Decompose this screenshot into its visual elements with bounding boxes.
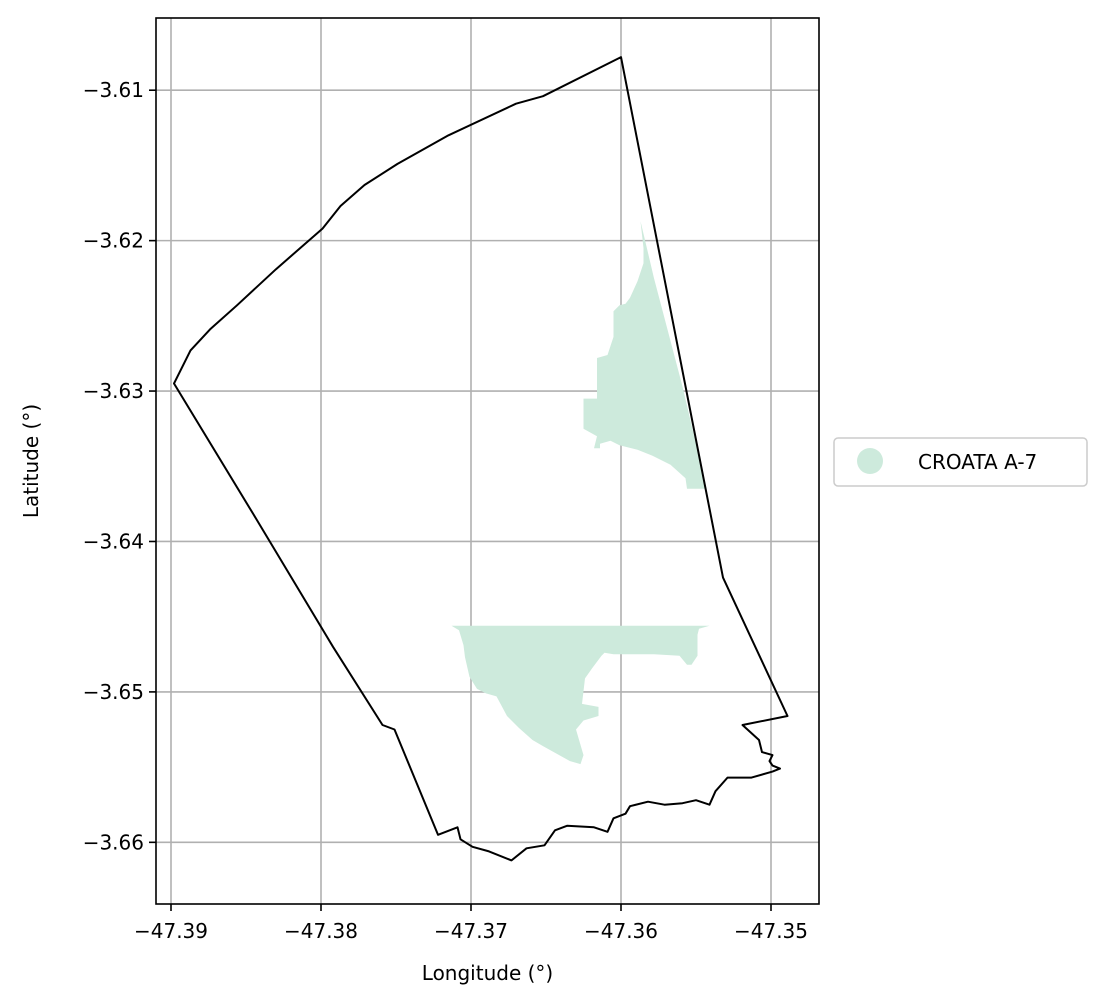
- y-tick-label-1: −3.62: [83, 229, 144, 253]
- legend-marker-croata-a7: [857, 448, 883, 474]
- legend-box: [833, 437, 1088, 487]
- boundary-outline: [173, 56, 789, 862]
- x-tick-label-4: −47.35: [734, 919, 808, 943]
- x-tick-label-1: −47.38: [284, 919, 358, 943]
- legend-label-croata-a7: CROATA A-7: [918, 450, 1037, 474]
- area-layer: [451, 221, 720, 765]
- y-tick-label-2: −3.63: [83, 379, 144, 403]
- x-tick-label-3: −47.36: [584, 919, 658, 943]
- y-tick-label-5: −3.66: [83, 830, 144, 854]
- legend: CROATA A-7: [833, 437, 1088, 487]
- x-axis-ticks: −47.39 −47.38 −47.37 −47.36 −47.35: [134, 904, 808, 943]
- y-tick-label-4: −3.65: [83, 680, 144, 704]
- y-axis-ticks: −3.61 −3.62 −3.63 −3.64 −3.65 −3.66: [83, 78, 156, 854]
- area-croata-a7-part-2: [451, 625, 720, 765]
- plot-frame: [155, 17, 820, 905]
- y-axis-label: Latitude (°): [19, 404, 43, 518]
- boundary-layer: [173, 56, 789, 862]
- x-tick-label-2: −47.37: [434, 919, 508, 943]
- y-tick-label-0: −3.61: [83, 78, 144, 102]
- y-tick-label-3: −3.64: [83, 529, 144, 553]
- x-axis-label: Longitude (°): [422, 961, 553, 985]
- x-tick-label-0: −47.39: [134, 919, 208, 943]
- grid-lines: [156, 18, 819, 904]
- area-croata-a7-part-1: [583, 221, 707, 489]
